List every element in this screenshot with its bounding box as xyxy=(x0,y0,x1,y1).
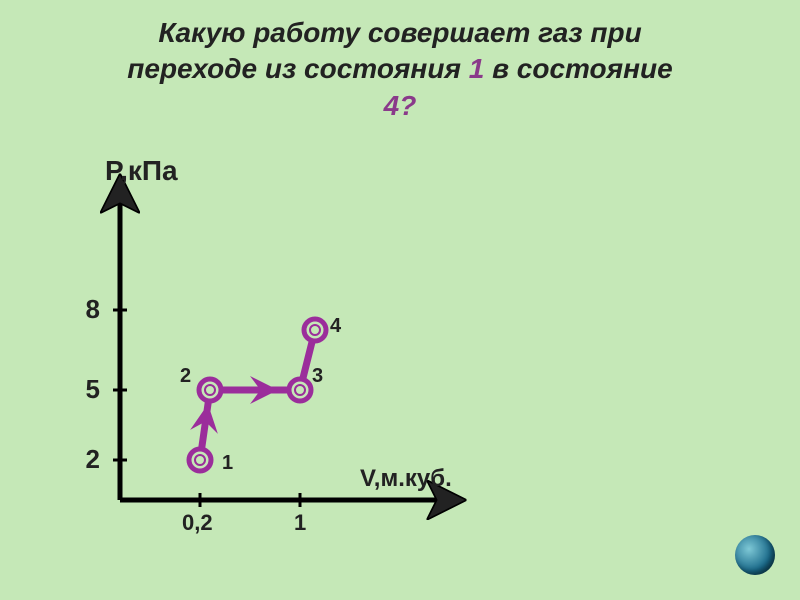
title-line2-mid: в состояние xyxy=(484,53,672,84)
point-label: 1 xyxy=(222,452,233,475)
y-tick-label: 5 xyxy=(86,374,100,405)
point-label: 3 xyxy=(312,365,323,388)
x-axis-label: V,м.куб. xyxy=(360,465,452,493)
title-state-4: 4? xyxy=(384,90,417,121)
pv-chart: P,кПа V,м.куб. 2580,21 1234 xyxy=(40,160,560,560)
title-line2-prefix: переходе из состояния xyxy=(127,53,468,84)
y-tick-label: 2 xyxy=(86,444,100,475)
y-tick-label: 8 xyxy=(86,294,100,325)
title-line1: Какую работу совершает газ при xyxy=(158,17,641,48)
y-axis-label: P,кПа xyxy=(105,155,178,187)
x-tick-label: 1 xyxy=(294,510,306,536)
question-title: Какую работу совершает газ при переходе … xyxy=(0,15,800,124)
point-label: 4 xyxy=(330,315,341,338)
title-state-1: 1 xyxy=(469,53,485,84)
globe-icon xyxy=(735,535,775,575)
point-label: 2 xyxy=(180,365,191,388)
x-tick-label: 0,2 xyxy=(182,510,213,536)
chart-svg xyxy=(40,160,560,560)
